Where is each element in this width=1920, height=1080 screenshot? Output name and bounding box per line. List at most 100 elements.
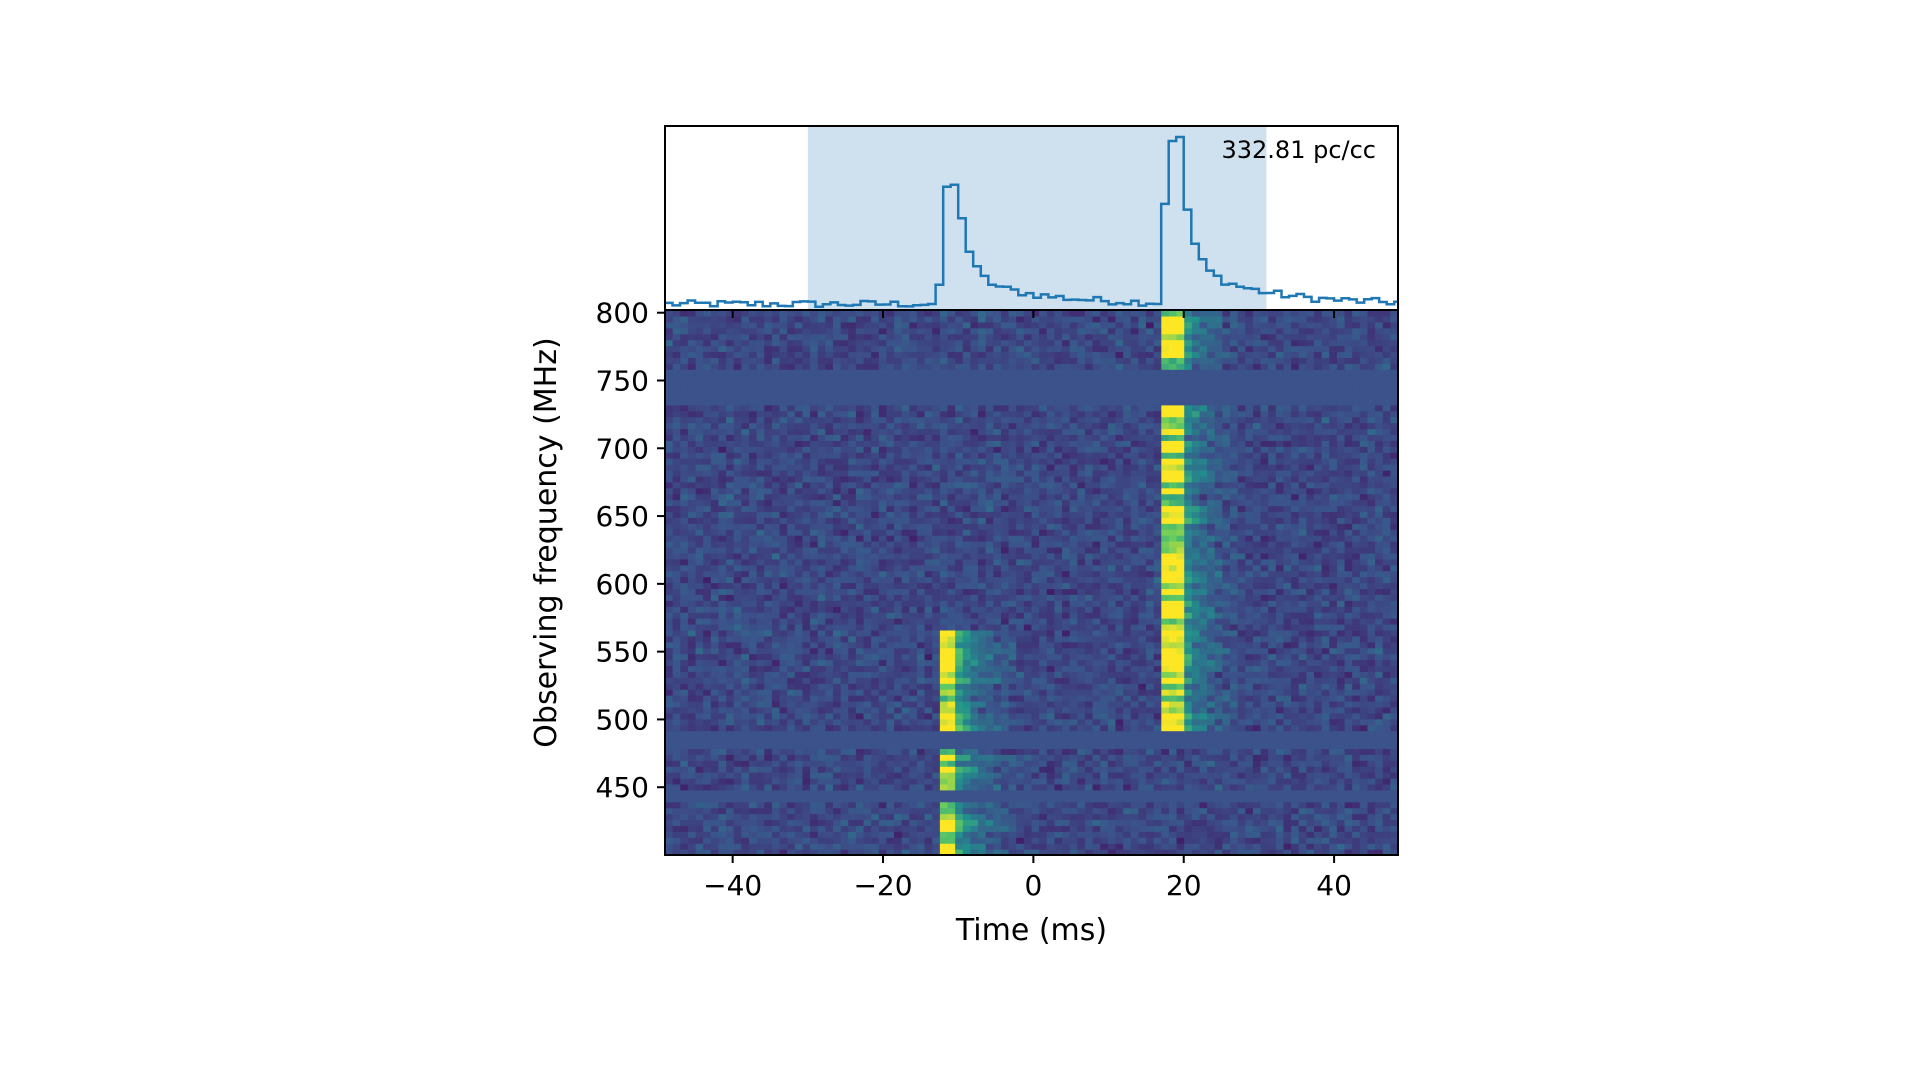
waterfall-cell	[985, 552, 994, 560]
waterfall-cell	[1291, 748, 1300, 755]
waterfall-cell	[1184, 653, 1193, 661]
waterfall-cell	[1069, 683, 1078, 690]
waterfall-cell	[1275, 665, 1285, 672]
waterfall-cell	[1016, 641, 1025, 649]
waterfall-cell	[1252, 789, 1262, 797]
waterfall-cell	[1138, 689, 1147, 696]
waterfall-cell	[665, 760, 674, 767]
waterfall-cell	[703, 552, 712, 560]
waterfall-cell	[741, 772, 750, 779]
waterfall-cell	[909, 564, 918, 572]
waterfall-cell	[1130, 849, 1139, 856]
waterfall-cell	[1168, 635, 1178, 643]
waterfall-cell	[1039, 641, 1048, 649]
waterfall-cell	[710, 677, 720, 684]
waterfall-cell	[1123, 653, 1132, 661]
waterfall-cell	[840, 766, 849, 773]
waterfall-cell	[924, 819, 933, 826]
waterfall-cell	[1039, 683, 1048, 690]
waterfall-cell	[1046, 588, 1056, 595]
waterfall-cell	[1222, 825, 1231, 832]
waterfall-cell	[939, 618, 949, 625]
waterfall-cell	[1046, 653, 1056, 661]
waterfall-cell	[1222, 677, 1231, 684]
waterfall-cell	[1291, 807, 1300, 815]
waterfall-cell	[741, 819, 750, 826]
waterfall-cell	[703, 712, 712, 720]
waterfall-cell	[962, 677, 972, 684]
waterfall-cell	[1077, 671, 1086, 678]
waterfall-cell	[1230, 754, 1239, 761]
waterfall-cell	[1237, 819, 1246, 826]
waterfall-cell	[810, 689, 819, 696]
waterfall-cell	[1092, 600, 1101, 607]
waterfall-cell	[1382, 766, 1391, 773]
waterfall-cell	[932, 789, 941, 797]
waterfall-cell	[848, 801, 857, 809]
waterfall-cell	[1115, 665, 1124, 672]
waterfall-cell	[1084, 600, 1094, 607]
waterfall-cell	[1260, 576, 1269, 584]
waterfall-cell	[1161, 807, 1170, 815]
waterfall-cell	[1306, 807, 1315, 815]
waterfall-cell	[1107, 612, 1117, 619]
waterfall-cell	[1283, 653, 1292, 661]
waterfall-cell	[1168, 700, 1178, 708]
waterfall-cell	[1375, 623, 1384, 631]
waterfall-cell	[1329, 718, 1338, 726]
waterfall-cell	[802, 831, 811, 838]
waterfall-cell	[894, 831, 903, 838]
waterfall-cell	[1168, 618, 1178, 625]
waterfall-cell	[680, 724, 689, 732]
waterfall-cell	[1352, 819, 1361, 826]
waterfall-cell	[1336, 712, 1346, 720]
waterfall-cell	[916, 683, 926, 690]
waterfall-cell	[1230, 665, 1239, 672]
waterfall-cell	[718, 689, 727, 696]
waterfall-cell	[1077, 742, 1086, 749]
waterfall-cell	[1260, 618, 1269, 625]
waterfall-cell	[710, 594, 720, 601]
waterfall-cell	[1329, 629, 1338, 637]
waterfall-cell	[1329, 623, 1338, 631]
waterfall-cell	[909, 570, 918, 578]
waterfall-cell	[665, 558, 674, 566]
waterfall-cell	[1336, 677, 1346, 684]
waterfall-cell	[871, 647, 880, 655]
waterfall-cell	[1046, 564, 1056, 572]
waterfall-cell	[1146, 777, 1155, 785]
waterfall-cell	[1191, 623, 1201, 631]
waterfall-cell	[733, 813, 742, 821]
waterfall-cell	[1077, 789, 1086, 797]
waterfall-cell	[1146, 795, 1155, 803]
waterfall-cell	[848, 552, 857, 560]
waterfall-cell	[970, 576, 979, 584]
waterfall-cell	[916, 594, 926, 601]
waterfall-cell	[939, 777, 949, 785]
waterfall-cell	[1306, 813, 1315, 821]
waterfall-cell	[1130, 807, 1139, 815]
waterfall-cell	[1153, 588, 1162, 595]
waterfall-cell	[1092, 831, 1101, 838]
waterfall-cell	[1306, 700, 1315, 708]
waterfall-cell	[1214, 629, 1223, 637]
waterfall-cell	[871, 623, 880, 631]
waterfall-cell	[993, 671, 1002, 678]
waterfall-cell	[924, 629, 933, 637]
waterfall-cell	[680, 695, 689, 702]
waterfall-cell	[1237, 837, 1246, 844]
waterfall-cell	[1000, 629, 1010, 637]
waterfall-cell	[1077, 760, 1086, 767]
waterfall-cell	[1000, 730, 1010, 738]
waterfall-cell	[1077, 558, 1086, 566]
waterfall-cell	[878, 801, 888, 809]
waterfall-cell	[886, 623, 895, 631]
waterfall-cell	[710, 700, 720, 708]
waterfall-cell	[848, 635, 857, 643]
waterfall-cell	[756, 760, 765, 767]
waterfall-cell	[1054, 724, 1063, 732]
waterfall-cell	[1336, 819, 1346, 826]
waterfall-cell	[1138, 819, 1147, 826]
waterfall-cell	[1084, 736, 1094, 744]
waterfall-cell	[1207, 635, 1216, 643]
